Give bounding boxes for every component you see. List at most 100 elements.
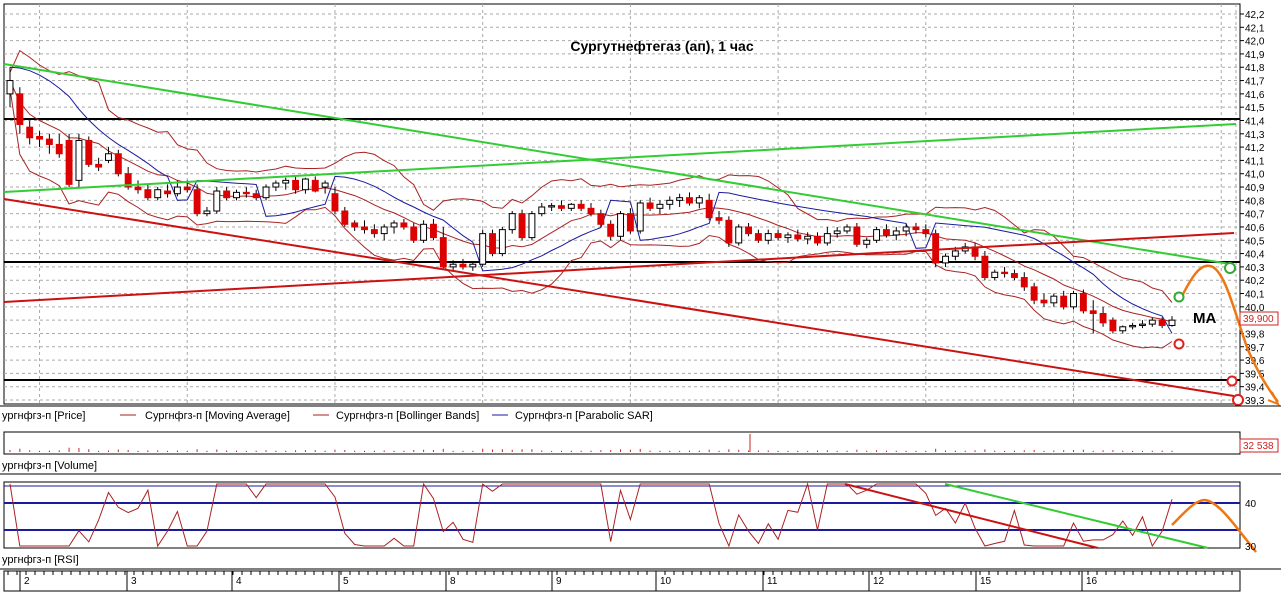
candle [666,196,674,210]
candle [252,189,260,201]
candle [528,210,536,241]
rsi-tick-30: 30 [1245,542,1257,553]
candle [1050,293,1058,307]
candle [656,200,664,214]
candle [361,220,368,234]
legend-bollinger: Сургнфгз-п [Bollinger Bands] [336,410,479,422]
candle [154,187,162,201]
x-day-label: 10 [660,576,672,587]
candle [538,203,546,217]
candle [469,261,477,271]
candle [1060,290,1068,310]
candle [1020,272,1028,291]
y-tick-label: 39,5 [1245,369,1265,380]
x-day-label: 3 [131,576,137,587]
candle [626,208,634,234]
price-y-axis: 42,2 42,1 42,0 41,9 41,8 41,7 41,6 41,5 41,4 41,3… [1240,10,1265,407]
bollinger-upper [9,49,1173,303]
candle [1109,317,1117,334]
candle [1070,290,1077,310]
volume-panel-frame [3,431,1241,455]
candle [164,184,172,198]
candle [380,224,388,241]
ma-annotation: MA [1193,310,1216,327]
rsi-red-trendline [844,483,1099,549]
marker-green-40-3 [1224,262,1236,274]
candle [65,133,73,188]
green-uptrend-line [3,123,1237,193]
candle [105,147,112,164]
candle [351,220,359,231]
candle [400,218,408,230]
candle [1119,325,1127,334]
legend-parabolic-sar: Сургнфгз-п [Parabolic SAR] [515,410,653,422]
candle [410,222,418,243]
x-day-label: 5 [343,576,349,587]
candle [1099,306,1107,327]
x-day-label: 11 [767,576,778,587]
marker-red-39-7 [1173,338,1185,350]
candle [144,184,152,201]
x-day-label: 9 [556,576,562,587]
volume-last-box [1239,438,1279,453]
x-day-label: 12 [873,576,885,587]
candle [725,216,733,247]
candle [193,184,201,217]
marker-green-40-1 [1173,291,1185,303]
y-tick-label: 40,1 [1245,290,1265,301]
candle [548,203,556,211]
candlesticks [6,67,1176,334]
x-day-label: 4 [236,576,242,587]
candle [715,210,723,225]
bollinger-bands [9,49,1173,349]
candle [45,133,53,154]
candle [764,229,772,245]
legend-moving-average: Сургнфгз-п [Moving Average] [145,410,290,422]
candle [489,229,496,257]
red-uptrend-line [3,232,1235,303]
candle [1148,317,1156,327]
candle [587,203,595,217]
y-tick-label: 40,3 [1245,263,1265,274]
y-tick-label: 41,2 [1245,143,1265,154]
marker-red-39-3 [1232,394,1244,406]
candle [981,250,989,281]
candle [36,131,43,148]
rsi-green-trendline [944,483,1209,549]
time-axis: 2 3 4 5 8 9 10 11 12 15 16 [3,570,1241,592]
candle [676,193,684,207]
candle [646,197,654,211]
candle [853,222,861,247]
volume-panel: 32 538 ургнфгз-п [Volume] [0,431,1281,475]
candle [134,180,142,194]
legend-price: ургнфгз-п [Price] [2,410,85,422]
candle [479,229,487,267]
candle [558,200,565,211]
candle [686,192,693,206]
y-tick-label: 41,1 [1245,156,1265,167]
price-panel: 42,2 42,1 42,0 41,9 41,8 41,7 41,6 41,5 41,4 41,3… [3,3,1281,407]
y-tick-label: 40,4 [1245,250,1265,261]
candle [607,220,615,241]
candle [459,258,467,270]
candle [597,209,605,227]
x-day-label: 8 [450,576,456,587]
candle [114,149,122,177]
y-tick-label: 41,6 [1245,90,1265,101]
candle [804,232,812,245]
candle [617,210,624,241]
candle [843,224,851,234]
candle [282,177,290,190]
last-price-label: 39,900 [1243,314,1274,325]
y-tick-label: 41,4 [1245,116,1265,127]
candle [1089,300,1097,334]
candle [636,200,644,234]
rsi-line [9,482,1173,548]
y-tick-label: 41,3 [1245,130,1265,141]
candle [498,226,506,257]
y-tick-label: 41,8 [1245,63,1265,74]
candle [577,200,585,211]
candle [735,224,743,246]
y-tick-label: 41,7 [1245,77,1265,88]
candle [95,157,103,172]
